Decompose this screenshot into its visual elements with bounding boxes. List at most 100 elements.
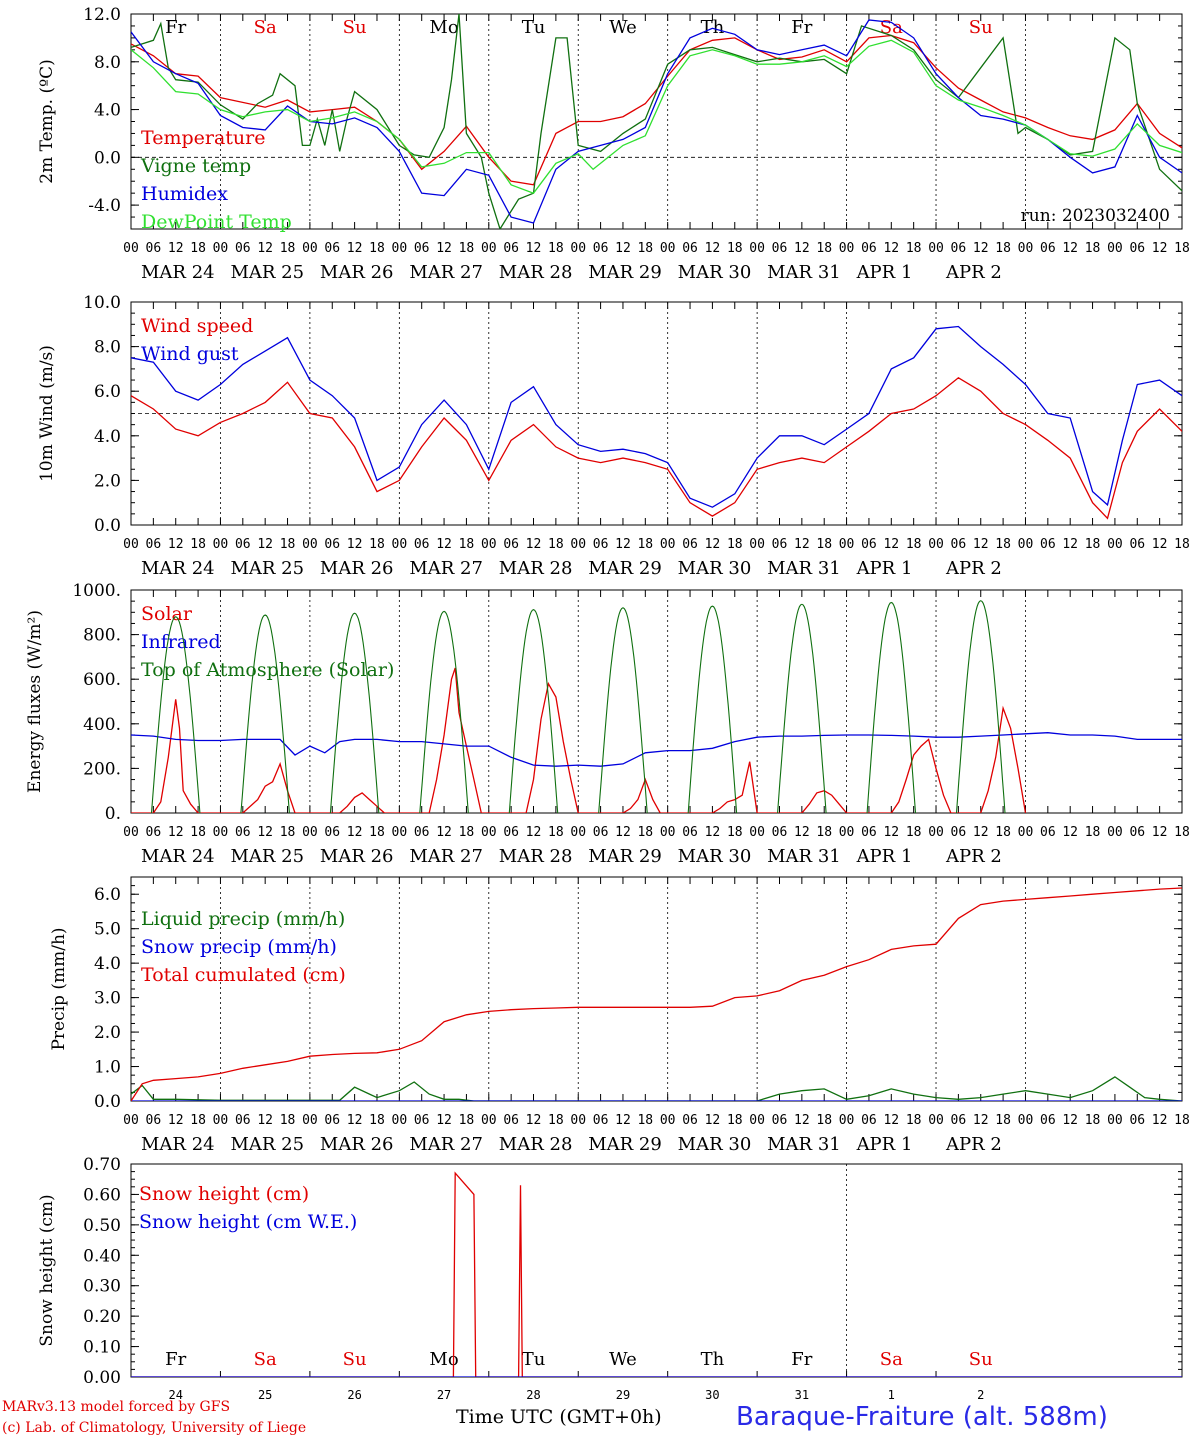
y-tick-label: 6.0 — [94, 382, 121, 402]
x-tick-label: 18 — [995, 241, 1011, 256]
x-tick-label: 06 — [593, 537, 609, 552]
legend-entry: Temperature — [141, 127, 265, 149]
x-tick-label: 06 — [682, 825, 698, 840]
x-tick-label: 12 — [883, 241, 899, 256]
series-line — [131, 377, 1182, 520]
y-tick-label: 3.0 — [94, 989, 121, 1009]
x-tick-label: 12 — [257, 537, 273, 552]
x-tick-label: 12 — [526, 537, 542, 552]
y-tick-label: 0.10 — [83, 1338, 121, 1358]
x-tick-label: 06 — [1040, 537, 1056, 552]
weekday-label: Tu — [522, 17, 546, 38]
series-line — [866, 601, 917, 813]
series-line — [131, 887, 1182, 1101]
x-tick-label: 18 — [369, 241, 385, 256]
y-tick-label: 0.40 — [83, 1246, 121, 1266]
weekday-label: Su — [969, 17, 993, 38]
y-tick-label: 0.70 — [83, 1155, 121, 1175]
weekday-label: Th — [701, 17, 725, 38]
x-tick-label: 00 — [1107, 1113, 1123, 1128]
x-date-label: MAR 30 — [678, 1134, 752, 1155]
x-tick-label: 12 — [615, 1113, 631, 1128]
x-tick-label: 18 — [1085, 1113, 1101, 1128]
x-tick-label: 06 — [1129, 537, 1145, 552]
x-date-label: MAR 30 — [678, 558, 752, 579]
y-tick-label: 600. — [83, 670, 121, 690]
x-tick-label: 18 — [459, 537, 475, 552]
legend-entry: Total cumulated (cm) — [141, 964, 346, 986]
x-date-label: MAR 28 — [499, 846, 573, 867]
x-date-label: APR 1 — [856, 558, 913, 579]
x-tick-label: 18 — [727, 241, 743, 256]
x-tick-label: 06 — [146, 825, 162, 840]
x-tick-label: 06 — [146, 537, 162, 552]
plot-frame — [130, 13, 1183, 230]
lab-credit: (c) Lab. of Climatology, University of L… — [2, 1420, 307, 1436]
x-tick-label: 12 — [973, 537, 989, 552]
x-tick-label: 12 — [615, 241, 631, 256]
y-tick-label: 400. — [83, 715, 121, 735]
x-tick-label: 00 — [749, 825, 765, 840]
x-date-label: APR 2 — [945, 1134, 1002, 1155]
x-tick-label: 06 — [414, 241, 430, 256]
y-tick-label: 2.0 — [94, 471, 121, 491]
x-tick-label: 12 — [168, 825, 184, 840]
x-date-label: MAR 28 — [499, 558, 573, 579]
x-tick-label: 18 — [1085, 241, 1101, 256]
x-tick-label: 18 — [637, 241, 653, 256]
x-tick-label: 00 — [481, 825, 497, 840]
weekday-label: Fr — [791, 1349, 812, 1370]
x-tick-label: 12 — [526, 1113, 542, 1128]
x-date-label: MAR 27 — [409, 558, 483, 579]
x-tick-label: 00 — [928, 1113, 944, 1128]
y-tick-label: 6.0 — [94, 885, 121, 905]
panel-4: 0.0 1.0 2.0 3.0 4.0 5.0 6.0 Precip (mm/h) 00 06 12… — [49, 876, 1190, 1155]
x-tick-label: 18 — [637, 825, 653, 840]
y-tick-label: 0.00 — [83, 1368, 121, 1388]
x-date-label: MAR 24 — [141, 262, 215, 283]
x-tick-label: 00 — [302, 1113, 318, 1128]
x-day-number: 28 — [526, 1388, 540, 1402]
x-tick-label: 12 — [168, 537, 184, 552]
x-tick-label: 12 — [1062, 537, 1078, 552]
x-tick-label: 06 — [951, 825, 967, 840]
legend-entry: Wind speed — [141, 315, 253, 337]
x-tick-label: 12 — [1152, 537, 1168, 552]
x-tick-label: 00 — [123, 537, 139, 552]
y-tick-label: 0.20 — [83, 1307, 121, 1327]
x-date-label: MAR 26 — [320, 846, 394, 867]
x-tick-label: 12 — [168, 1113, 184, 1128]
x-tick-label: 00 — [481, 537, 497, 552]
x-date-label: MAR 24 — [141, 558, 215, 579]
x-tick-label: 00 — [1107, 825, 1123, 840]
x-tick-label: 12 — [1152, 825, 1168, 840]
x-tick-label: 00 — [302, 241, 318, 256]
x-date-label: MAR 31 — [767, 1134, 841, 1155]
x-date-label: MAR 25 — [230, 846, 304, 867]
x-tick-label: 12 — [1062, 1113, 1078, 1128]
x-tick-label: 00 — [392, 241, 408, 256]
x-date-label: APR 2 — [945, 558, 1002, 579]
x-tick-label: 18 — [548, 241, 564, 256]
y-tick-label: 4.0 — [94, 954, 121, 974]
plot-frame — [130, 589, 1183, 814]
series-line — [598, 607, 648, 813]
series-line — [329, 612, 380, 813]
weekday-label: Sa — [254, 17, 277, 38]
x-tick-label: 18 — [816, 1113, 832, 1128]
x-tick-label: 06 — [503, 1113, 519, 1128]
x-date-label: MAR 26 — [320, 558, 394, 579]
x-tick-label: 12 — [257, 1113, 273, 1128]
series-line — [131, 1076, 1182, 1101]
x-date-label: MAR 27 — [409, 262, 483, 283]
x-tick-label: 06 — [235, 825, 251, 840]
x-tick-label: 00 — [570, 537, 586, 552]
x-tick-label: 00 — [749, 241, 765, 256]
x-tick-label: 12 — [705, 537, 721, 552]
x-tick-label: 00 — [213, 1113, 229, 1128]
x-tick-label: 00 — [213, 825, 229, 840]
x-tick-label: 00 — [839, 825, 855, 840]
x-date-label: MAR 29 — [588, 846, 662, 867]
x-day-number: 30 — [705, 1388, 719, 1402]
y-tick-label: -4.0 — [88, 196, 121, 216]
